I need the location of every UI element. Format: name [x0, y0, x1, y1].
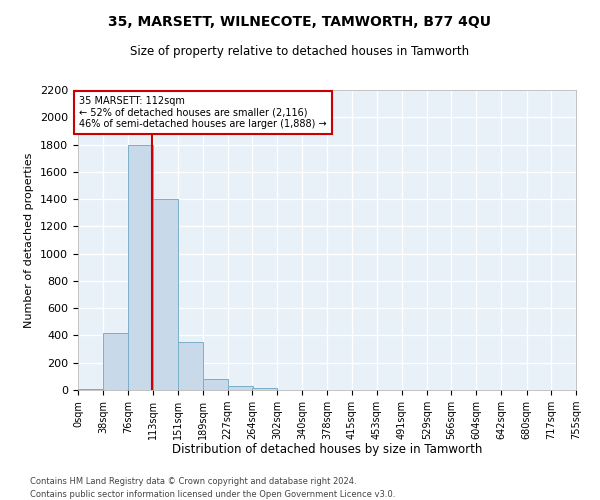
Bar	[152, 199, 178, 390]
Text: Distribution of detached houses by size in Tamworth: Distribution of detached houses by size …	[172, 442, 482, 456]
Bar	[178, 342, 203, 390]
Bar	[252, 388, 277, 390]
Text: 35 MARSETT: 112sqm
← 52% of detached houses are smaller (2,116)
46% of semi-deta: 35 MARSETT: 112sqm ← 52% of detached hou…	[79, 96, 327, 130]
Bar	[228, 386, 253, 390]
Text: Contains public sector information licensed under the Open Government Licence v3: Contains public sector information licen…	[30, 490, 395, 499]
Text: Size of property relative to detached houses in Tamworth: Size of property relative to detached ho…	[130, 45, 470, 58]
Bar	[78, 388, 103, 390]
Bar	[128, 144, 153, 390]
Text: Contains HM Land Registry data © Crown copyright and database right 2024.: Contains HM Land Registry data © Crown c…	[30, 478, 356, 486]
Bar	[103, 332, 128, 390]
Bar	[203, 379, 228, 390]
Y-axis label: Number of detached properties: Number of detached properties	[25, 152, 34, 328]
Text: 35, MARSETT, WILNECOTE, TAMWORTH, B77 4QU: 35, MARSETT, WILNECOTE, TAMWORTH, B77 4Q…	[109, 15, 491, 29]
